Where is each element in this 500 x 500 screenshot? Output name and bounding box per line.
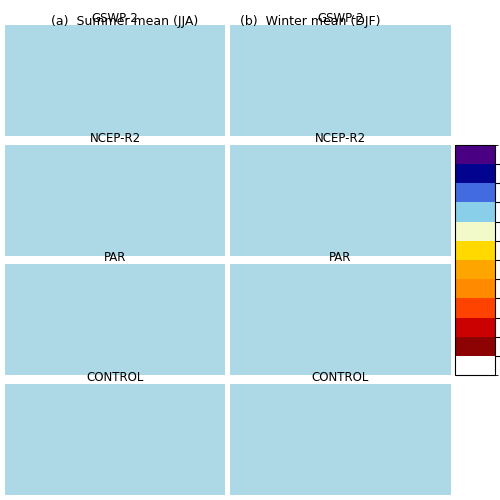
Title: CONTROL: CONTROL — [86, 371, 144, 384]
Text: (a)  Summer mean (JJA): (a) Summer mean (JJA) — [52, 15, 199, 28]
Title: NCEP-R2: NCEP-R2 — [315, 132, 366, 144]
Title: PAR: PAR — [329, 252, 351, 264]
Title: NCEP-R2: NCEP-R2 — [90, 132, 140, 144]
Text: (b)  Winter mean (DJF): (b) Winter mean (DJF) — [240, 15, 380, 28]
Title: GSWP-2: GSWP-2 — [317, 12, 364, 25]
Title: PAR: PAR — [104, 252, 126, 264]
Title: GSWP-2: GSWP-2 — [92, 12, 138, 25]
Title: CONTROL: CONTROL — [312, 371, 369, 384]
